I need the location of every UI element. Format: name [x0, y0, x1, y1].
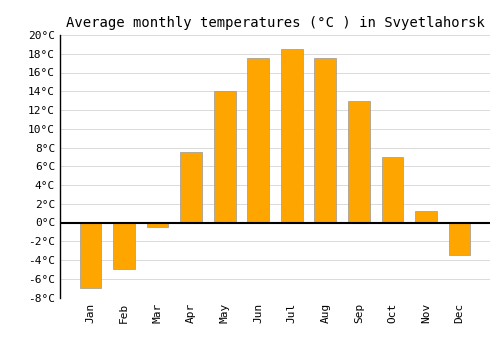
Bar [214, 91, 236, 223]
Bar [80, 223, 102, 288]
Title: Average monthly temperatures (°C ) in Svyetlahorsk: Average monthly temperatures (°C ) in Sv… [66, 16, 484, 30]
Bar [248, 58, 269, 223]
Bar [281, 49, 302, 223]
Bar [113, 223, 135, 270]
Bar [314, 58, 336, 223]
Bar [146, 223, 169, 227]
Bar [415, 211, 437, 223]
Bar [382, 157, 404, 223]
Bar [180, 152, 202, 223]
Bar [448, 223, 470, 255]
Bar [348, 101, 370, 223]
